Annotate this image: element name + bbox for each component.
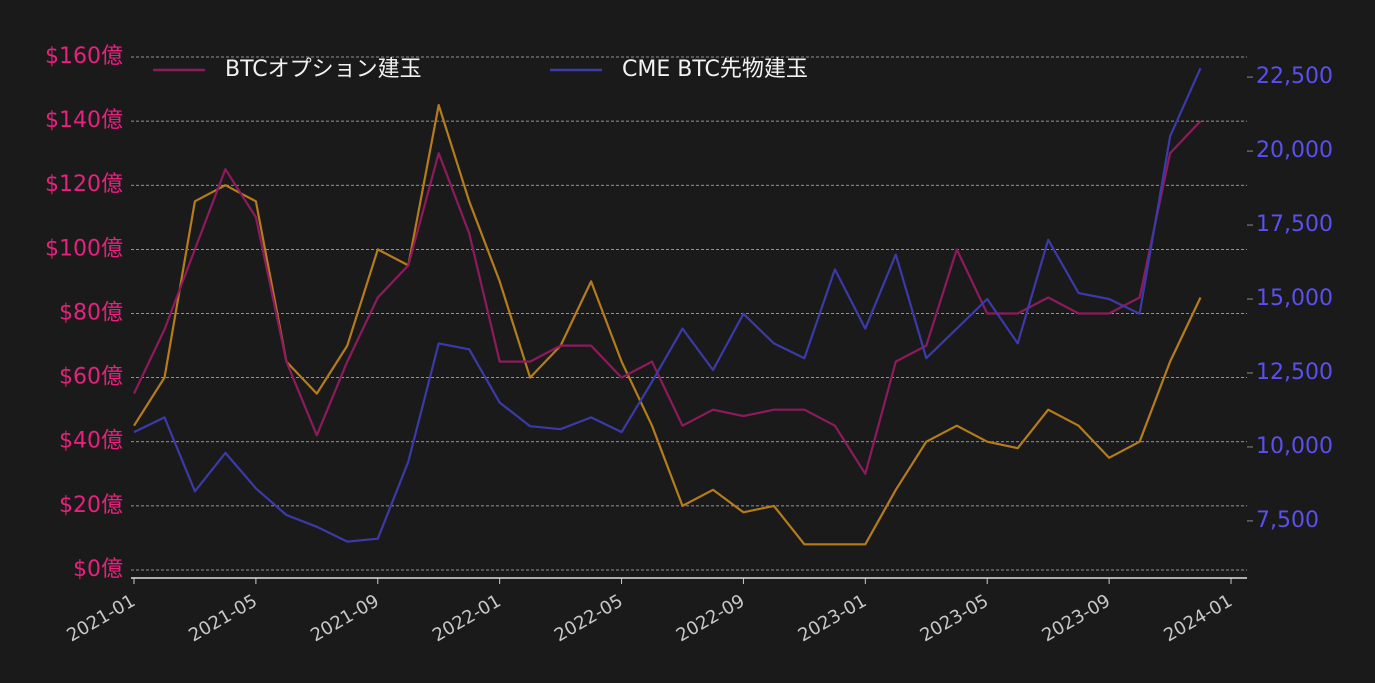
y-tick-label: $60億 <box>59 365 123 390</box>
y2-tick-label: 12,500 <box>1256 360 1333 385</box>
legend-label: BTCオプション建玉 <box>225 57 422 82</box>
y-tick-label: $80億 <box>59 300 123 325</box>
series-line <box>133 67 1202 543</box>
y-tick-label: $140億 <box>45 108 123 133</box>
y2-tick-label: 17,500 <box>1256 212 1333 237</box>
y-tick-label: $40億 <box>59 429 123 454</box>
y2-tick-label: 7,500 <box>1256 508 1319 533</box>
series-line <box>133 104 1202 546</box>
y-tick-label: $160億 <box>45 44 123 69</box>
y-tick-label: $120億 <box>45 172 123 197</box>
y2-tick-label: 10,000 <box>1256 434 1333 459</box>
y2-tick-label: 22,500 <box>1256 64 1333 89</box>
legend-label: CME BTC先物建玉 <box>622 57 808 82</box>
y-tick-label: $100億 <box>45 236 123 261</box>
series-line <box>133 120 1202 475</box>
y-tick-label: $20億 <box>59 493 123 518</box>
y2-tick-label: 15,000 <box>1256 286 1333 311</box>
y-tick-label: $0億 <box>73 557 123 582</box>
y2-tick-label: 20,000 <box>1256 138 1333 163</box>
